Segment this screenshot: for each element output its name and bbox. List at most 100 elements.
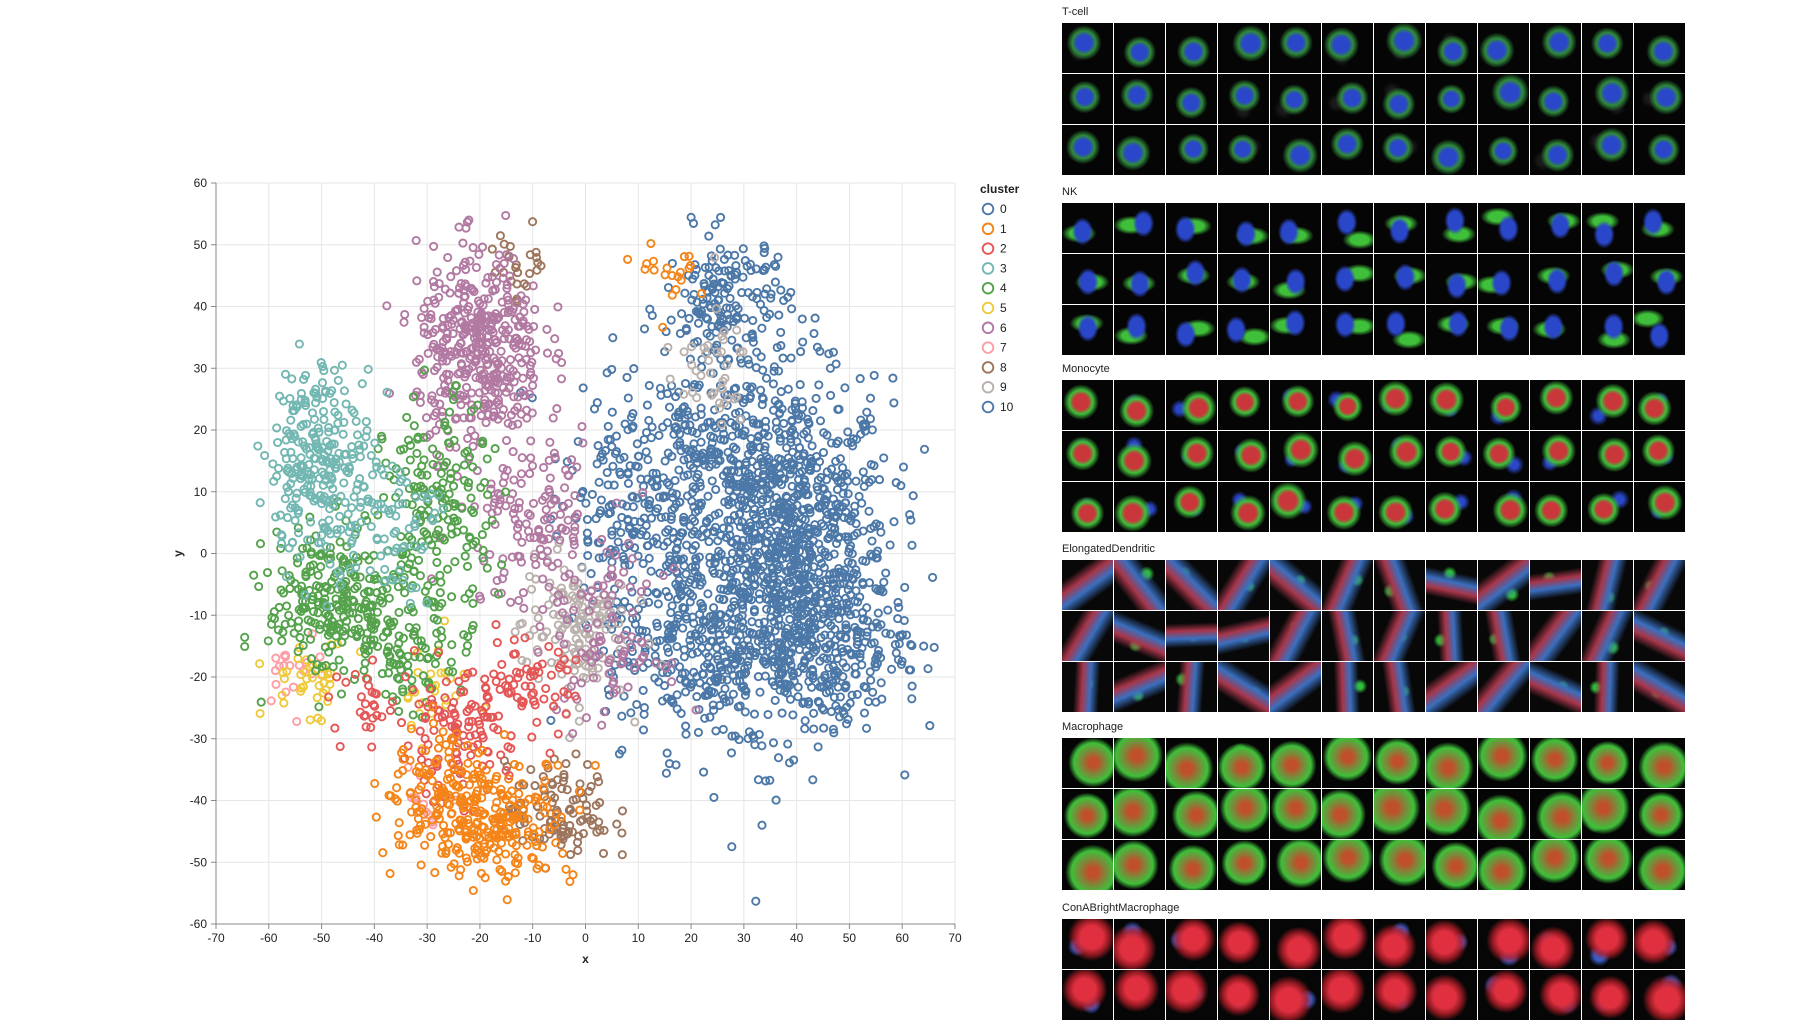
data-point	[305, 512, 315, 522]
data-point	[529, 321, 539, 332]
data-point	[646, 433, 656, 443]
data-point	[315, 624, 325, 634]
cell-thumbnail	[1062, 482, 1113, 532]
data-point	[538, 801, 548, 811]
data-point	[747, 382, 757, 392]
data-point	[590, 760, 600, 770]
data-point	[848, 441, 858, 451]
data-point	[298, 471, 308, 481]
legend-swatch	[981, 341, 995, 354]
data-point	[478, 545, 488, 555]
data-point	[705, 447, 715, 457]
data-point	[861, 683, 871, 693]
data-point	[280, 650, 290, 661]
cell-thumbnail	[1426, 254, 1477, 304]
data-point	[623, 478, 633, 488]
data-point	[684, 251, 694, 261]
data-point	[761, 373, 772, 383]
cell-thumbnail	[1114, 380, 1165, 430]
data-point	[457, 318, 467, 328]
data-point	[737, 517, 747, 527]
data-point	[797, 403, 808, 413]
cell-thumbnail	[1166, 23, 1217, 73]
data-point	[716, 347, 726, 357]
data-point	[726, 418, 736, 428]
data-point	[306, 654, 317, 664]
data-point	[786, 561, 796, 571]
data-point	[366, 722, 376, 732]
data-point	[290, 578, 300, 589]
data-point	[567, 550, 577, 560]
data-point	[308, 560, 318, 570]
cell-thumbnail	[1374, 738, 1425, 788]
data-point	[638, 491, 648, 502]
data-point	[490, 444, 500, 454]
data-point	[775, 638, 785, 648]
data-point	[717, 423, 728, 433]
cell-thumbnail	[1322, 789, 1373, 839]
data-point	[336, 524, 346, 535]
data-point	[446, 468, 456, 478]
cell-thumbnail	[1374, 254, 1425, 304]
data-point	[504, 770, 514, 780]
data-point	[800, 485, 811, 495]
data-point	[711, 484, 721, 495]
data-point	[687, 496, 697, 506]
data-point	[410, 652, 420, 662]
data-point	[511, 841, 521, 851]
data-point	[255, 708, 265, 719]
data-point	[440, 833, 450, 843]
data-point	[696, 370, 706, 381]
data-point	[716, 434, 726, 444]
data-point	[661, 512, 671, 522]
data-point	[526, 453, 536, 463]
legend-swatch	[981, 242, 995, 255]
data-point	[763, 431, 773, 441]
data-point	[436, 468, 446, 478]
data-point	[284, 428, 294, 439]
data-point	[370, 688, 380, 698]
data-point	[260, 450, 270, 461]
data-point	[588, 673, 599, 683]
data-point	[447, 640, 457, 650]
data-point	[638, 725, 649, 735]
data-point	[360, 658, 370, 668]
data-point	[541, 505, 551, 515]
data-point	[871, 519, 881, 529]
data-point	[773, 753, 784, 763]
data-point	[421, 789, 431, 799]
data-point	[803, 490, 813, 500]
y-tick-label: 60	[194, 176, 208, 190]
data-point	[728, 442, 739, 452]
data-point	[858, 579, 868, 590]
cell-thumbnail	[1530, 74, 1581, 124]
data-point	[498, 463, 508, 473]
data-point	[394, 607, 404, 617]
cell-thumbnail	[1374, 840, 1425, 890]
data-point	[908, 491, 918, 501]
data-point	[799, 697, 809, 707]
data-point	[467, 624, 477, 634]
cell-thumbnail	[1478, 789, 1529, 839]
data-point	[452, 781, 462, 791]
data-point	[729, 626, 739, 636]
data-point	[641, 427, 652, 438]
data-point	[592, 673, 602, 683]
data-point	[839, 709, 849, 719]
data-point	[885, 540, 895, 550]
data-point	[796, 527, 806, 537]
data-point	[438, 504, 448, 514]
data-point	[519, 307, 529, 317]
data-point	[689, 667, 699, 677]
data-point	[416, 781, 426, 791]
data-point	[774, 427, 784, 437]
data-point	[324, 692, 334, 702]
data-point	[641, 520, 651, 531]
data-point	[831, 648, 841, 658]
data-point	[708, 274, 718, 284]
data-point	[714, 508, 724, 518]
data-point	[537, 550, 547, 560]
data-point	[877, 694, 887, 704]
data-point	[929, 642, 939, 652]
